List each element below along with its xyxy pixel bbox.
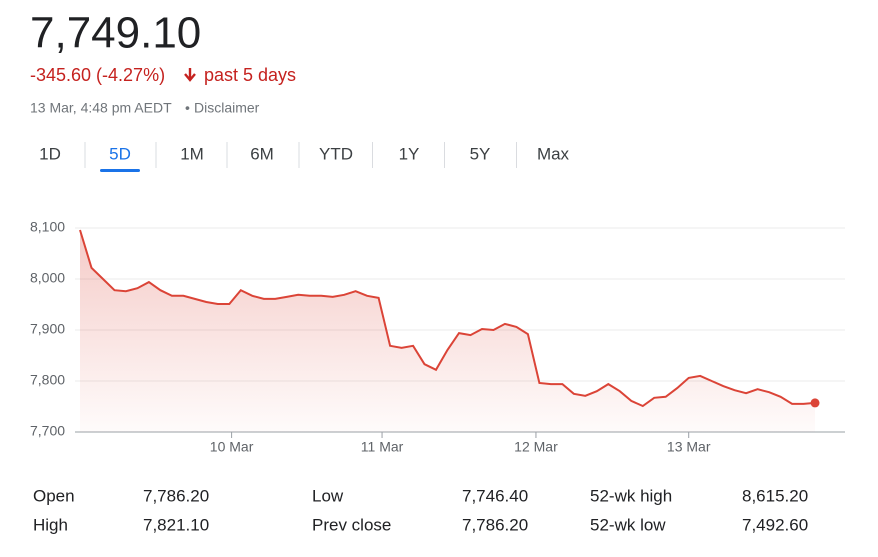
chart: 7,700 7,800 7,900 8,000 8,100 10 Mar 11 Mar 12 … bbox=[30, 219, 845, 455]
stat-value: 7,786.20 bbox=[143, 486, 209, 505]
x-tick-label: 11 Mar bbox=[361, 439, 404, 455]
period: past 5 days bbox=[204, 65, 296, 85]
timestamp: 13 Mar, 4:48 pm AEDT bbox=[30, 100, 172, 116]
y-tick-label: 8,000 bbox=[30, 270, 65, 286]
stat-value: 7,786.20 bbox=[462, 515, 528, 534]
tab[interactable]: 1M bbox=[180, 144, 204, 163]
stat-label: High bbox=[33, 515, 68, 534]
tab[interactable]: 1Y bbox=[399, 144, 420, 163]
tab-underline bbox=[100, 169, 140, 172]
tab[interactable]: Max bbox=[537, 144, 570, 163]
stat-value: 7,821.10 bbox=[143, 515, 209, 534]
tab[interactable]: YTD bbox=[319, 144, 353, 163]
tab[interactable]: 5Y bbox=[470, 144, 491, 163]
y-tick-label: 7,900 bbox=[30, 321, 65, 337]
last-point bbox=[810, 398, 820, 408]
y-tick-label: 7,700 bbox=[30, 423, 65, 439]
area bbox=[80, 230, 816, 432]
price-line bbox=[79, 229, 816, 408]
stat-label: Low bbox=[312, 486, 344, 505]
stats: Open 7,786.20 Low 7,746.40 52-wk high 8,615.2… bbox=[33, 486, 808, 534]
stat-value: 8,615.20 bbox=[742, 486, 808, 505]
x-tick-label: 10 Mar bbox=[210, 439, 254, 455]
stat-value: 7,746.40 bbox=[462, 486, 528, 505]
y-tick-label: 8,100 bbox=[30, 219, 65, 235]
stat-label: 52-wk high bbox=[590, 486, 672, 505]
x-tick-label: 13 Mar bbox=[667, 439, 711, 455]
tabs: 1D 5D 1M 6M YTD 1Y 5Y Max bbox=[39, 142, 570, 172]
separator: • bbox=[185, 100, 190, 116]
down-arrow bbox=[184, 68, 196, 82]
stat-label: Open bbox=[33, 486, 75, 505]
change: -345.60 (-4.27%) bbox=[30, 65, 165, 85]
stat-label: 52-wk low bbox=[590, 515, 666, 534]
x-tick-label: 12 Mar bbox=[514, 439, 558, 455]
price: 7,749.10 bbox=[30, 9, 201, 58]
tab[interactable]: 1D bbox=[39, 144, 61, 163]
stat-value: 7,492.60 bbox=[742, 515, 808, 534]
disclaimer[interactable]: Disclaimer bbox=[194, 100, 260, 116]
y-tick-label: 7,800 bbox=[30, 372, 65, 388]
stat-label: Prev close bbox=[312, 515, 391, 534]
tab[interactable]: 5D bbox=[109, 144, 131, 163]
tab[interactable]: 6M bbox=[250, 144, 274, 163]
